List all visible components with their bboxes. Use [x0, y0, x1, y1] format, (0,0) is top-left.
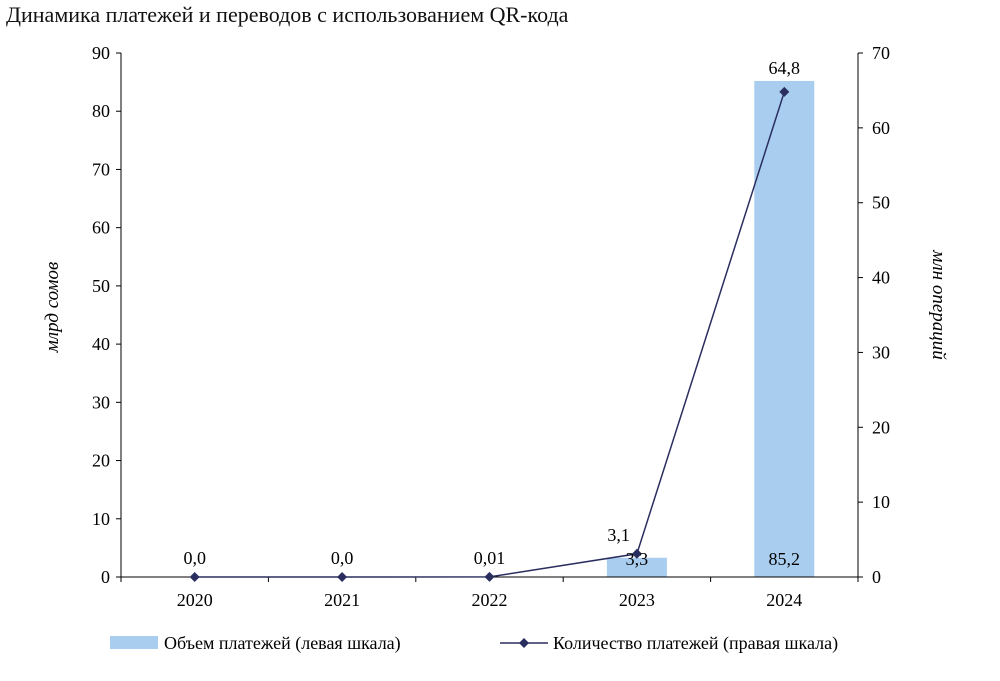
bar-2023	[606, 557, 667, 577]
x-tick-label: 2022	[472, 590, 508, 610]
right-tick-label: 70	[872, 43, 890, 63]
line-data-label: 64,8	[769, 58, 801, 78]
line-marker-2022	[484, 571, 495, 582]
left-tick-label: 30	[92, 392, 110, 412]
line-marker-2024	[779, 86, 790, 97]
left-tick-label: 10	[92, 509, 110, 529]
x-tick-label: 2023	[619, 590, 655, 610]
left-tick-label: 70	[92, 159, 110, 179]
legend-bar-swatch	[110, 636, 158, 649]
left-tick-label: 90	[92, 43, 110, 63]
line-data-label: 0,0	[183, 548, 206, 568]
left-tick-label: 0	[101, 567, 110, 587]
bar-2024	[754, 80, 815, 578]
line-data-label: 0,0	[331, 548, 354, 568]
right-tick-label: 30	[872, 342, 890, 362]
legend-bar-label: Объем платежей (левая шкала)	[164, 633, 401, 654]
left-tick-label: 80	[92, 101, 110, 121]
right-tick-label: 60	[872, 118, 890, 138]
right-tick-label: 50	[872, 193, 890, 213]
line-data-label: 3,1	[607, 525, 630, 545]
left-tick-label: 20	[92, 451, 110, 471]
right-tick-label: 0	[872, 567, 881, 587]
left-axis-title: млрд сомов	[42, 262, 63, 354]
left-tick-label: 60	[92, 218, 110, 238]
line-layer	[189, 86, 790, 582]
line-marker-2020	[189, 572, 200, 582]
x-tick-label: 2021	[324, 590, 360, 610]
left-tick-label: 50	[92, 276, 110, 296]
right-tick-label: 20	[872, 417, 890, 437]
x-tick-label: 2020	[177, 590, 213, 610]
legend-line-label: Количество платежей (правая шкала)	[553, 633, 838, 654]
right-tick-label: 40	[872, 268, 890, 288]
legend-line-marker	[519, 638, 529, 648]
bar-data-label: 85,2	[769, 549, 801, 569]
line-data-label: 0,01	[474, 548, 506, 568]
bars-layer	[606, 80, 815, 578]
right-axis-title: млн операций	[928, 249, 949, 360]
labels-layer: 0,0 0,0 0,01 3,1 64,8 3,3 85,2	[183, 58, 800, 569]
line-marker-2021	[337, 572, 348, 582]
chart-title: Динамика платежей и переводов с использо…	[6, 2, 569, 27]
line-series	[194, 91, 786, 578]
legend: Объем платежей (левая шкала) Количество п…	[110, 633, 838, 654]
x-tick-label: 2024	[766, 590, 802, 610]
bar-data-label: 3,3	[626, 549, 649, 569]
line-marker-2023	[631, 548, 642, 559]
right-tick-label: 10	[872, 492, 890, 512]
left-tick-label: 40	[92, 334, 110, 354]
